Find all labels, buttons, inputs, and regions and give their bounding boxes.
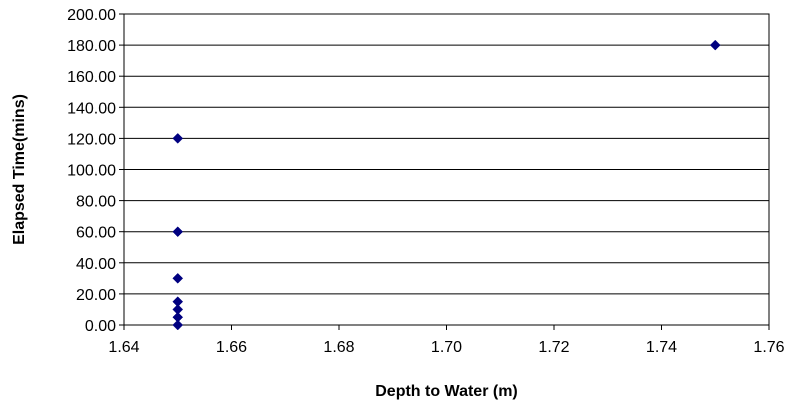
gridlines [124, 44, 769, 295]
data-point [172, 133, 184, 144]
y-tick-label: 0.00 [85, 318, 116, 335]
data-point [172, 311, 184, 323]
y-tick-label: 180.00 [67, 38, 116, 55]
data-point [172, 272, 184, 284]
x-tick-label: 1.66 [216, 339, 247, 356]
x-tick-label: 1.76 [753, 339, 784, 356]
y-tick-label: 80.00 [76, 194, 116, 211]
data-point [709, 39, 721, 51]
data-point [172, 226, 184, 238]
x-tick-label: 1.68 [323, 339, 354, 356]
data-points [172, 39, 721, 331]
data-point [172, 304, 184, 315]
x-tick-label: 1.64 [108, 339, 139, 356]
y-tick-labels: 0.00 20.00 40.00 60.00 80.00 100.00 120.00 140.… [67, 7, 116, 335]
x-tick-label: 1.74 [646, 339, 677, 356]
y-tick-label: 200.00 [67, 7, 116, 24]
y-tick-label: 20.00 [76, 287, 116, 304]
data-point [172, 319, 184, 331]
y-axis-title: Elapsed Time(mins) [11, 94, 28, 245]
y-tick-label: 60.00 [76, 225, 116, 242]
y-tick-label: 100.00 [67, 163, 116, 180]
x-tick-label: 1.72 [538, 339, 569, 356]
x-axis-title: Depth to Water (m) [375, 383, 518, 400]
y-tick-label: 140.00 [67, 100, 116, 117]
axis-ticks [119, 13, 770, 330]
y-tick-label: 40.00 [76, 256, 116, 273]
y-tick-label: 160.00 [67, 69, 116, 86]
x-tick-label: 1.70 [431, 339, 462, 356]
x-tick-labels: 1.64 1.66 1.68 1.70 1.72 1.74 1.76 [108, 339, 784, 356]
y-tick-label: 120.00 [67, 131, 116, 148]
data-point [172, 296, 184, 308]
